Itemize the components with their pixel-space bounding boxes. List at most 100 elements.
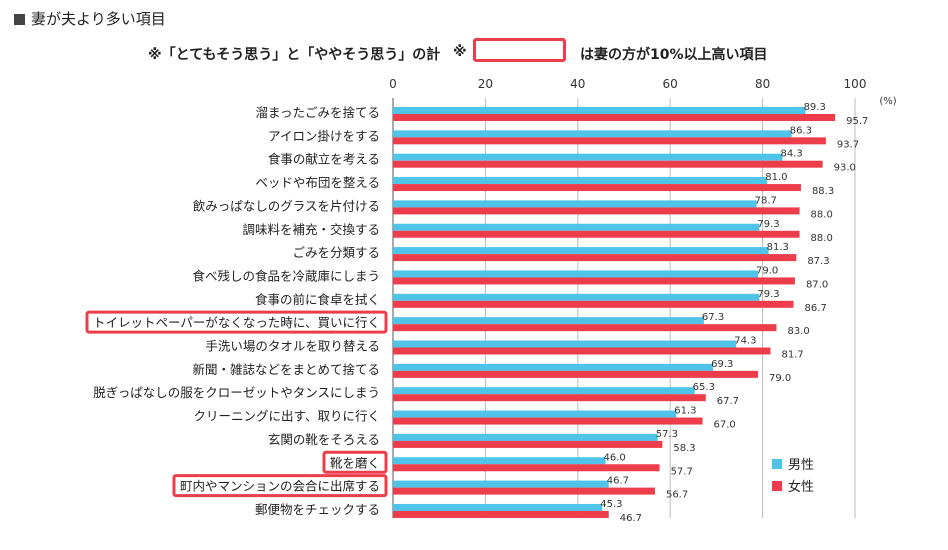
bar-female [393, 417, 703, 425]
highlight-note-text: は妻の方が10%以上高い項目 [580, 47, 768, 63]
bar-male [393, 130, 792, 138]
bar-male [393, 480, 609, 488]
data-label-female: 46.7 [620, 513, 642, 524]
data-label-female: 58.3 [673, 443, 695, 454]
data-label-female: 86.7 [805, 303, 827, 314]
category-label: トイレットペーパーがなくなった時に、買いに行く [93, 315, 380, 330]
data-label-male: 89.3 [804, 102, 826, 113]
data-label-female: 67.7 [717, 396, 739, 407]
bar-female [393, 464, 660, 472]
section-title: 妻が夫より多い項目 [14, 8, 166, 29]
bar-female [393, 184, 801, 192]
category-label: 調味料を補充・交換する [242, 222, 380, 237]
category-label: 食べ残しの食品を冷蔵庫にしまう [192, 268, 380, 283]
bar-male [393, 317, 704, 325]
data-label-male: 46.0 [604, 452, 626, 463]
x-tick-label: 20 [478, 77, 493, 91]
data-label-male: 46.7 [607, 476, 629, 487]
bar-male [393, 293, 760, 301]
category-label: 食事の献立を考える [268, 152, 380, 167]
bar-male [393, 503, 603, 511]
data-label-male: 78.7 [755, 195, 777, 206]
data-label-female: 95.7 [846, 116, 868, 127]
bar-female [393, 324, 777, 332]
highlight-box [172, 474, 388, 498]
legend-swatch-female [772, 481, 782, 491]
category-label: 新聞・雑誌などをまとめて捨てる [192, 362, 380, 377]
bar-male [393, 457, 606, 465]
bar-male [393, 200, 757, 208]
note-text: ※「とてもそう思う」と「ややそう思う」の計 [148, 47, 441, 63]
data-label-female: 93.0 [834, 163, 856, 174]
highlight-box [85, 310, 388, 334]
category-label: 食事の前に食卓を拭く [255, 292, 380, 307]
bar-female [393, 394, 706, 402]
data-label-male: 74.3 [734, 336, 756, 347]
category-label: 溜まったごみを捨てる [255, 105, 380, 120]
bar-female [393, 370, 758, 378]
data-label-male: 86.3 [790, 125, 812, 136]
category-label: 手洗い場のタオルを取り替える [205, 339, 380, 354]
bar-female [393, 137, 826, 145]
data-label-male: 81.0 [765, 172, 787, 183]
data-label-male: 84.3 [780, 149, 802, 160]
data-label-male: 81.3 [767, 242, 789, 253]
data-label-female: 67.0 [714, 420, 736, 431]
bar-male [393, 223, 760, 231]
data-label-female: 88.3 [812, 186, 834, 197]
data-label-female: 88.0 [811, 233, 833, 244]
bar-male [393, 107, 806, 114]
data-label-female: 87.0 [806, 279, 828, 290]
data-label-male: 45.3 [600, 499, 622, 510]
bar-male [393, 247, 769, 255]
data-label-female: 81.7 [781, 350, 803, 361]
bar-female [393, 230, 800, 238]
bar-female [393, 160, 823, 168]
bar-female [393, 440, 663, 448]
data-label-male: 65.3 [693, 382, 715, 393]
bar-female [393, 347, 771, 355]
data-label-male: 67.3 [702, 312, 724, 323]
data-label-male: 61.3 [674, 406, 696, 417]
bar-male [393, 387, 695, 395]
bar-female [393, 207, 800, 215]
data-label-female: 83.0 [787, 326, 809, 337]
category-label: ベッドや布団を整える [255, 175, 380, 190]
square-bullet-icon [14, 14, 25, 25]
data-label-male: 79.0 [756, 265, 778, 276]
category-label: 玄関の靴をそろえる [268, 432, 380, 447]
data-label-male: 79.3 [757, 289, 779, 300]
data-label-female: 56.7 [666, 490, 688, 501]
category-label: 郵便物をチェックする [255, 502, 380, 517]
note-mark: ※ [453, 44, 467, 60]
x-tick-label: 60 [663, 77, 678, 91]
x-tick-label: 100 [844, 77, 867, 91]
category-label: クリーニングに出す、取りに行く [193, 409, 380, 424]
bar-male [393, 363, 714, 371]
x-tick-label: 40 [570, 77, 585, 91]
category-label: 靴を磨く [330, 455, 380, 470]
data-label-female: 57.7 [671, 466, 693, 477]
category-label: 脱ぎっぱなしの服をクローゼットやタンスにしまう [93, 385, 380, 400]
highlight-box [322, 450, 388, 474]
legend-swatch-male [772, 459, 782, 469]
data-label-male: 79.3 [757, 219, 779, 230]
bar-male [393, 153, 783, 161]
bar-female [393, 254, 797, 262]
category-label: ごみを分類する [292, 245, 380, 260]
data-label-female: 87.3 [807, 256, 829, 267]
category-label: 町内やマンションの会合に出席する [180, 479, 380, 494]
legend-label-female: 女性 [788, 479, 814, 495]
data-label-female: 88.0 [811, 209, 833, 220]
bar-male [393, 177, 768, 185]
highlight-legend-box [473, 38, 566, 62]
bar-male [393, 410, 677, 418]
x-tick-label: 0 [389, 77, 397, 91]
bar-male [393, 270, 758, 278]
bar-female [393, 487, 655, 495]
section-title-text: 妻が夫より多い項目 [31, 10, 166, 28]
bar-female [393, 277, 795, 285]
category-label: 飲みっぱなしのグラスを片付ける [193, 198, 380, 213]
bar-female [393, 510, 609, 518]
